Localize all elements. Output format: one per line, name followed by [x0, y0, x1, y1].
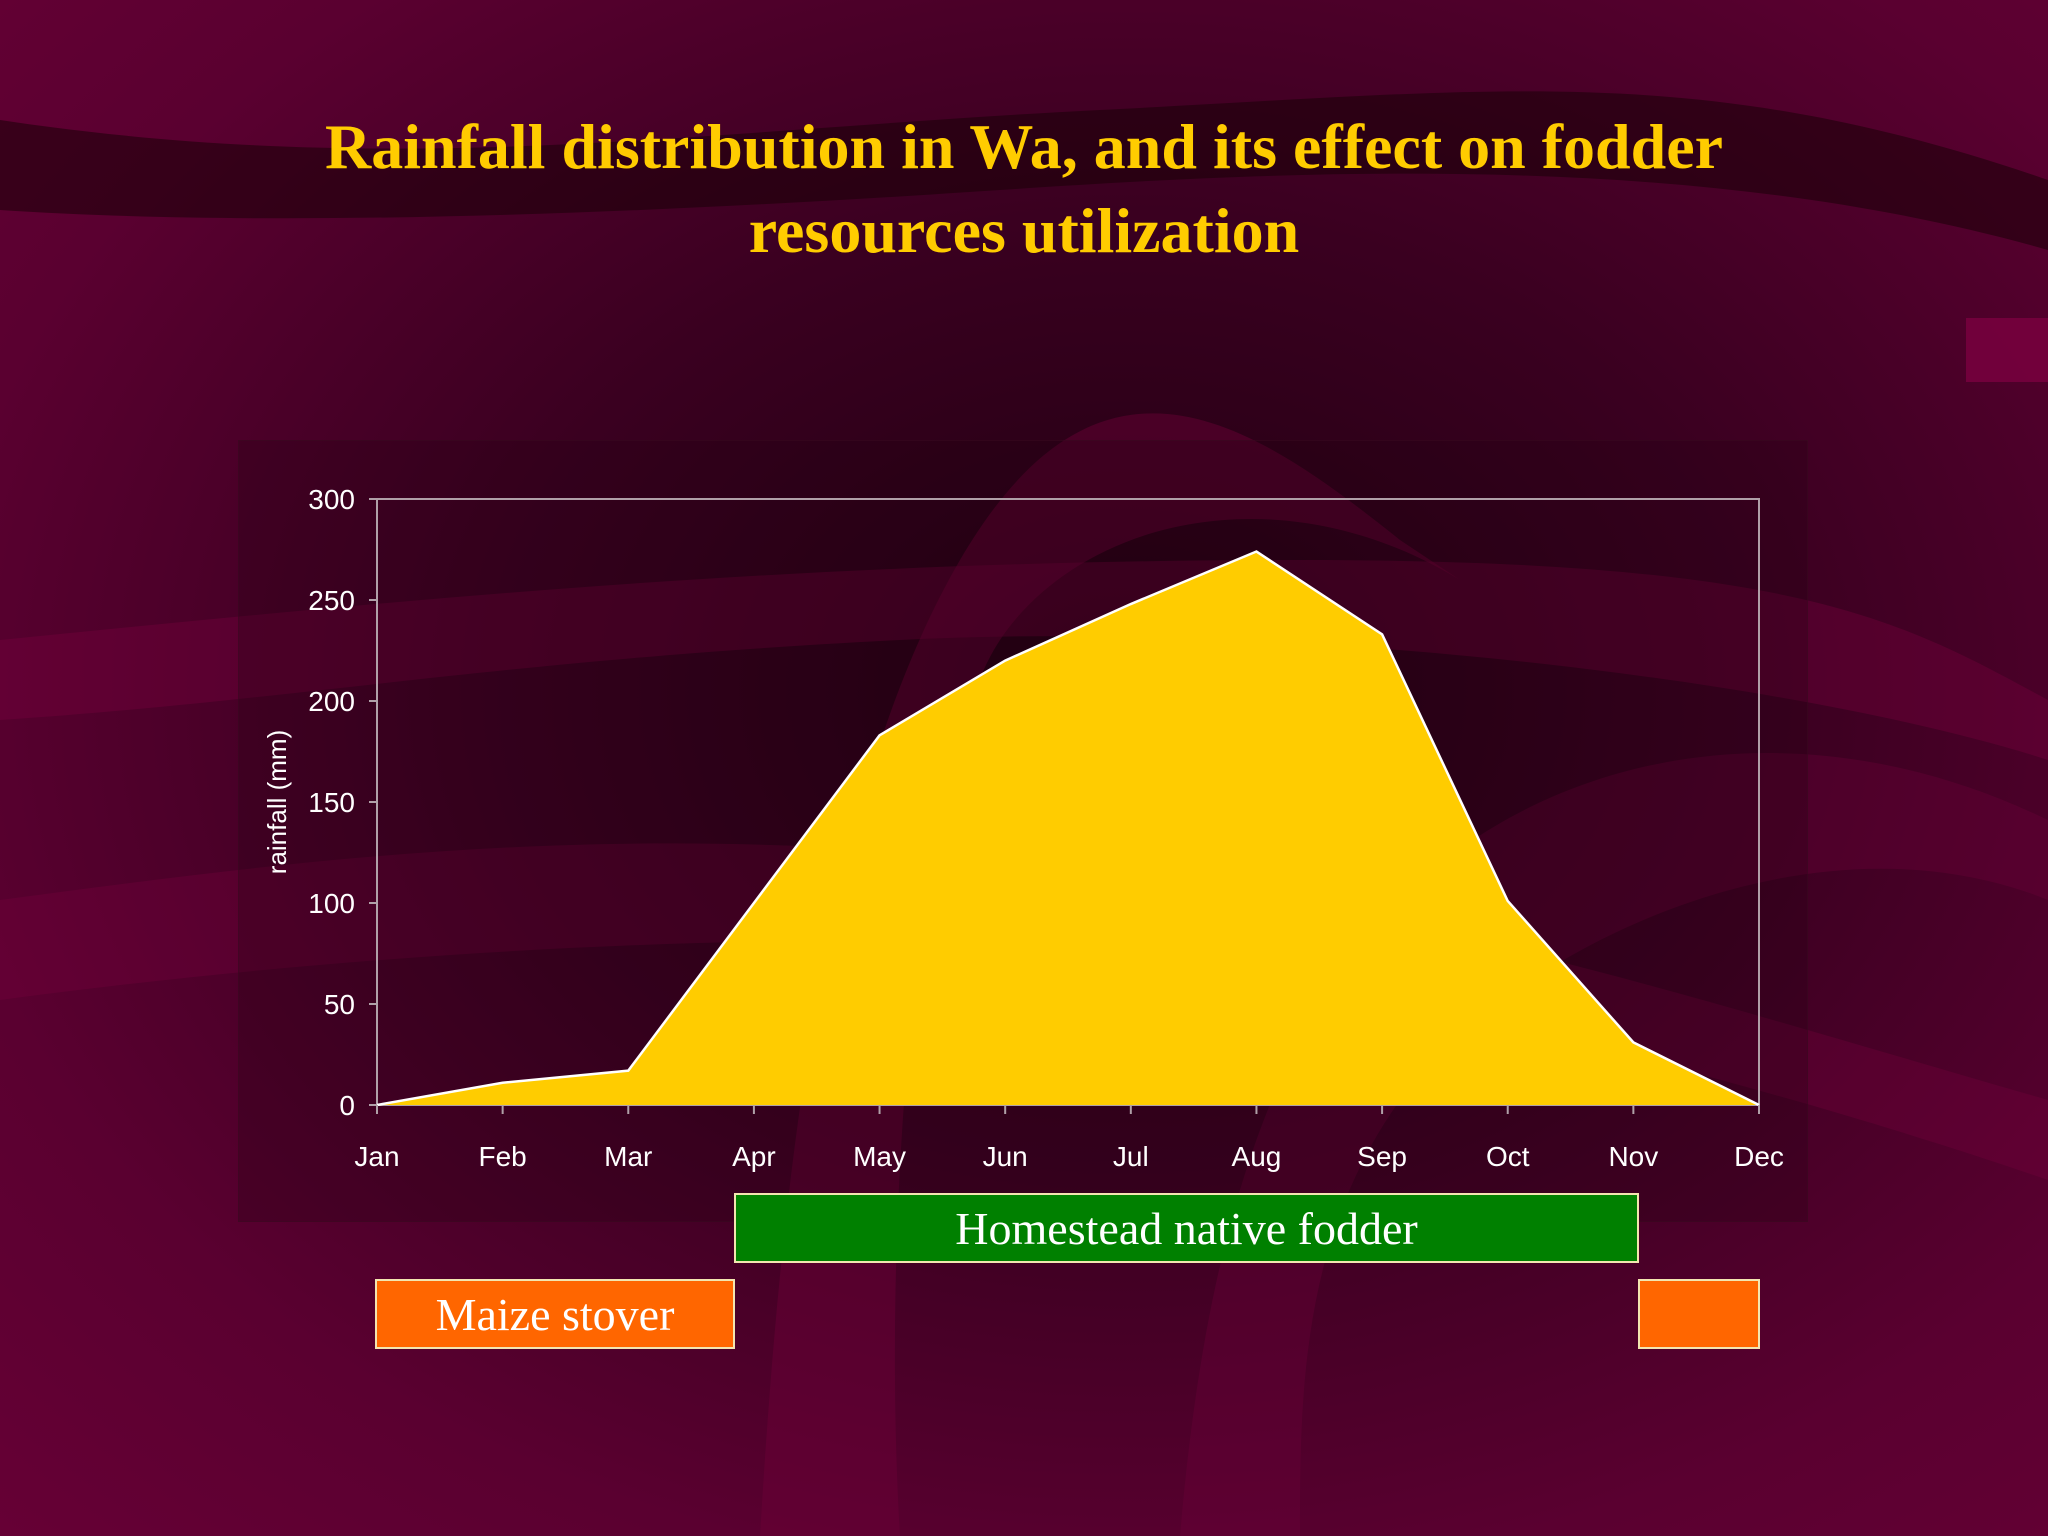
x-tick-label: Nov: [1608, 1141, 1658, 1172]
x-tick-label: May: [853, 1141, 906, 1172]
maize-stover-band: Maize stover: [375, 1279, 735, 1349]
x-tick-label: Jan: [354, 1141, 399, 1172]
y-tick-label: 0: [339, 1090, 355, 1121]
x-tick-label: Dec: [1734, 1141, 1784, 1172]
homestead-native-fodder-label: Homestead native fodder: [955, 1202, 1418, 1254]
x-tick-label: Jul: [1113, 1141, 1149, 1172]
y-axis-label: rainfall (mm): [262, 730, 292, 874]
y-tick-label: 250: [308, 585, 355, 616]
slide-title-line-2: resources utilization: [748, 195, 1300, 266]
maize-stover-band-late: [1638, 1279, 1760, 1349]
y-tick-label: 150: [308, 787, 355, 818]
rainfall-area-chart: 0 50 100 150 200 250 300 Jan Feb Mar Apr May Jun Jul…: [238, 440, 1808, 1222]
x-tick-label: Sep: [1357, 1141, 1407, 1172]
x-tick-label: Aug: [1232, 1141, 1282, 1172]
x-tick-label: Mar: [604, 1141, 652, 1172]
y-tick-label: 300: [308, 484, 355, 515]
x-tick-label: Apr: [732, 1141, 776, 1172]
area-layer: [376, 550, 1760, 1107]
y-axis: 0 50 100 150 200 250 300: [308, 484, 377, 1121]
x-tick-label: Feb: [479, 1141, 527, 1172]
y-tick-label: 50: [324, 989, 355, 1020]
rainfall-line: [376, 550, 1760, 1107]
slide-title-line-1: Rainfall distribution in Wa, and its eff…: [324, 111, 1724, 182]
slide-title: Rainfall distribution in Wa, and its eff…: [200, 105, 1848, 273]
homestead-native-fodder-band: Homestead native fodder: [734, 1193, 1639, 1263]
maize-stover-label: Maize stover: [435, 1288, 675, 1340]
x-tick-label: Jun: [983, 1141, 1028, 1172]
x-axis: Jan Feb Mar Apr May Jun Jul Aug Sep Oct Nov Dec: [354, 1105, 1784, 1172]
y-tick-label: 100: [308, 888, 355, 919]
y-tick-label: 200: [308, 686, 355, 717]
rainfall-area: [377, 551, 1759, 1105]
x-tick-label: Oct: [1486, 1141, 1530, 1172]
